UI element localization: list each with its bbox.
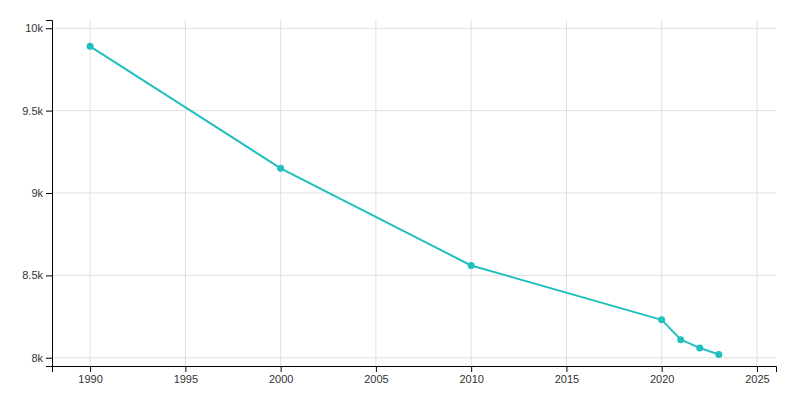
grid-line-y <box>52 28 776 29</box>
point <box>468 262 475 269</box>
y-tick: 9.5k <box>22 105 52 117</box>
x-tick-label: 2025 <box>745 373 769 385</box>
x-tick: 2005 <box>364 366 388 385</box>
x-tick-label: 2005 <box>364 373 388 385</box>
point <box>715 351 722 358</box>
y-tick-label: 8k <box>31 352 43 364</box>
x-tick-mark <box>281 366 282 372</box>
y-tick-mark <box>46 358 52 359</box>
plot-root: 1990 1995 2000 2005 2010 2015 2020 2025 8k 8.5k 9k… <box>22 20 776 385</box>
point <box>677 336 684 343</box>
chart-container: 1990 1995 2000 2005 2010 2015 2020 2025 8k 8.5k 9k… <box>0 0 800 400</box>
x-tick: 2000 <box>269 366 293 385</box>
point <box>658 316 665 323</box>
x-tick: 1990 <box>78 366 102 385</box>
x-tick-mark <box>757 366 758 372</box>
y-tick-mark <box>46 275 52 276</box>
x-tick-mark <box>662 366 663 372</box>
y-axis-line <box>46 21 53 367</box>
y-tick-label: 9.5k <box>22 105 43 117</box>
grid-line-y <box>52 357 776 358</box>
y-tick-label: 9k <box>31 187 43 199</box>
y-tick-label: 8.5k <box>22 269 43 281</box>
x-tick-mark <box>566 366 567 372</box>
x-tick: 2025 <box>745 366 769 385</box>
x-tick: 2020 <box>650 366 674 385</box>
x-axis: 1990 1995 2000 2005 2010 2015 2020 2025 <box>53 366 777 385</box>
grid <box>52 20 776 366</box>
x-tick-label: 1990 <box>78 373 102 385</box>
y-tick: 9k <box>31 187 52 199</box>
x-tick-label: 2000 <box>269 373 293 385</box>
y-tick: 8k <box>31 352 52 364</box>
chart-svg: 1990 1995 2000 2005 2010 2015 2020 2025 8k 8.5k 9k… <box>0 0 800 400</box>
x-tick: 2015 <box>555 366 579 385</box>
x-tick-mark <box>185 366 186 372</box>
y-tick-mark <box>46 111 52 112</box>
plot-area <box>87 43 723 358</box>
x-tick-mark <box>90 366 91 372</box>
y-tick-label: 10k <box>25 22 43 34</box>
y-tick: 8.5k <box>22 269 52 281</box>
point <box>277 165 284 172</box>
x-axis-line <box>53 367 777 373</box>
grid-line-y <box>52 110 776 111</box>
x-tick-label: 2020 <box>650 373 674 385</box>
x-tick-label: 2015 <box>555 373 579 385</box>
grid-line-y <box>52 193 776 194</box>
y-tick-mark <box>46 28 52 29</box>
line <box>90 46 719 354</box>
point <box>696 344 703 351</box>
x-tick: 2010 <box>459 366 483 385</box>
x-tick-mark <box>376 366 377 372</box>
x-tick-mark <box>471 366 472 372</box>
point <box>87 43 94 50</box>
y-axis: 8k 8.5k 9k 9.5k 10k <box>22 21 52 367</box>
y-tick: 10k <box>25 22 52 34</box>
x-tick-label: 1995 <box>174 373 198 385</box>
y-tick-mark <box>46 193 52 194</box>
grid-line-y <box>52 275 776 276</box>
x-tick: 1995 <box>174 366 198 385</box>
x-tick-label: 2010 <box>459 373 483 385</box>
